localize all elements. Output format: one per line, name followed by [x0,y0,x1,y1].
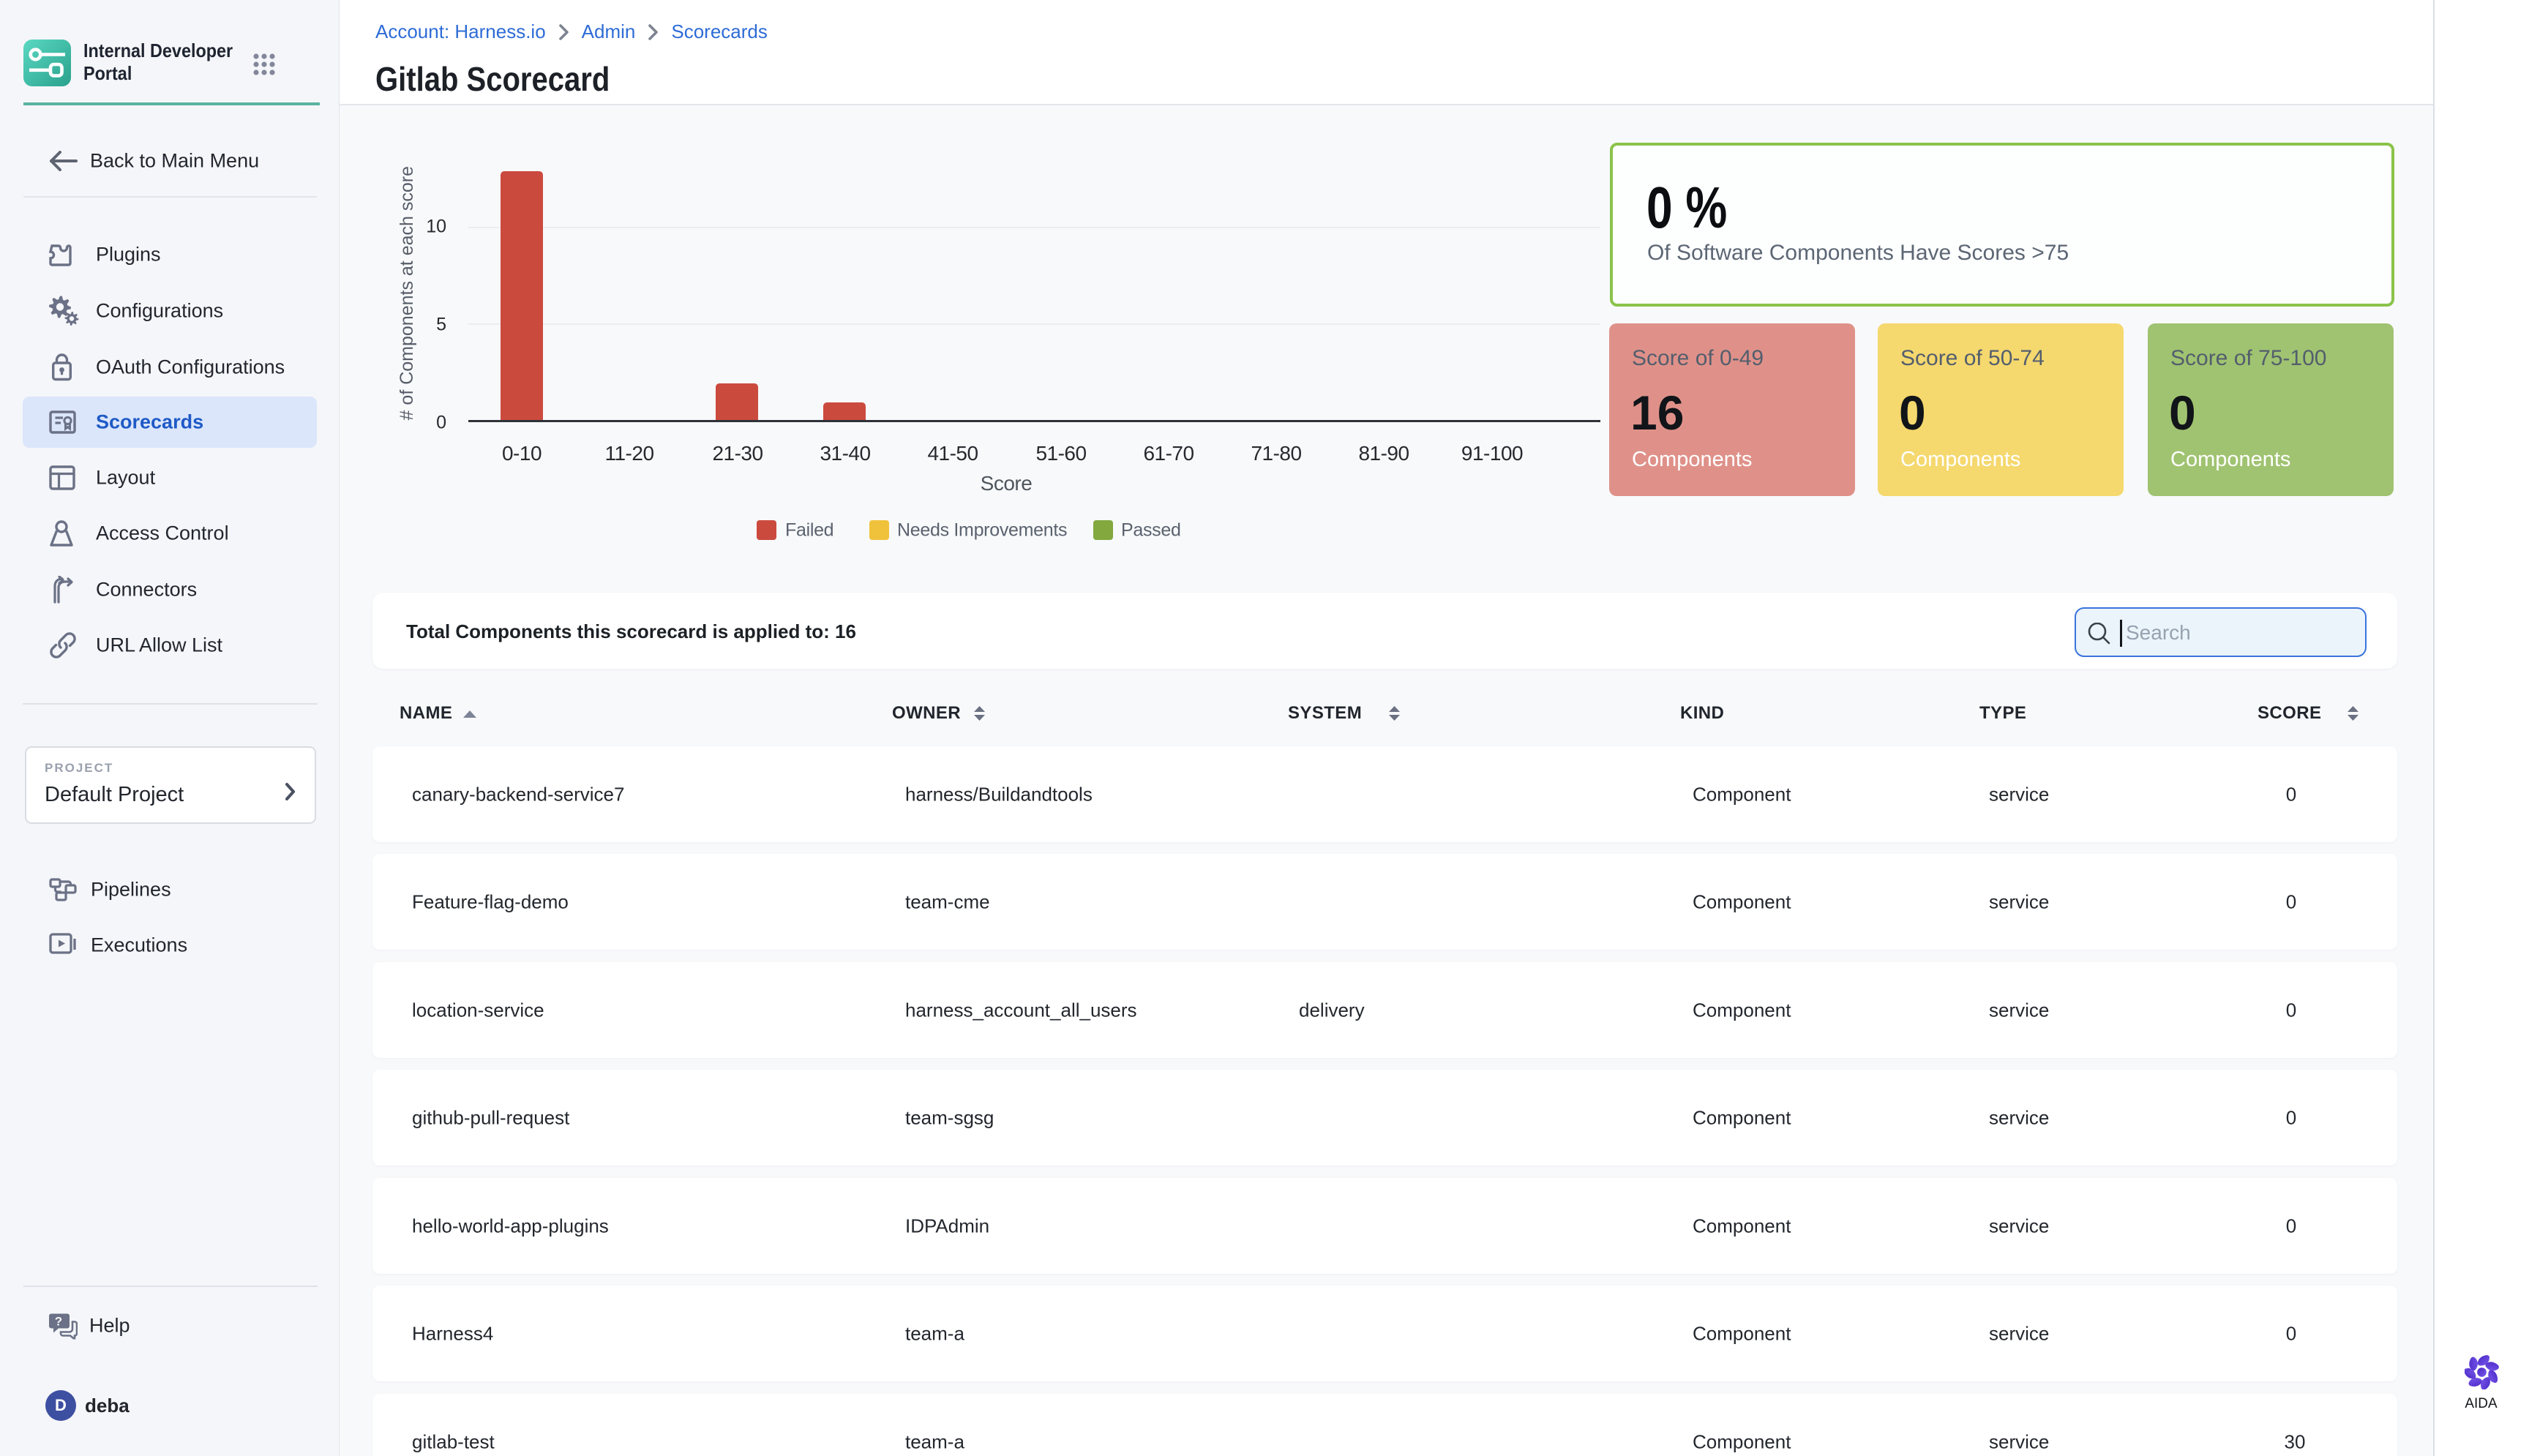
svg-text:?: ? [55,1315,62,1329]
